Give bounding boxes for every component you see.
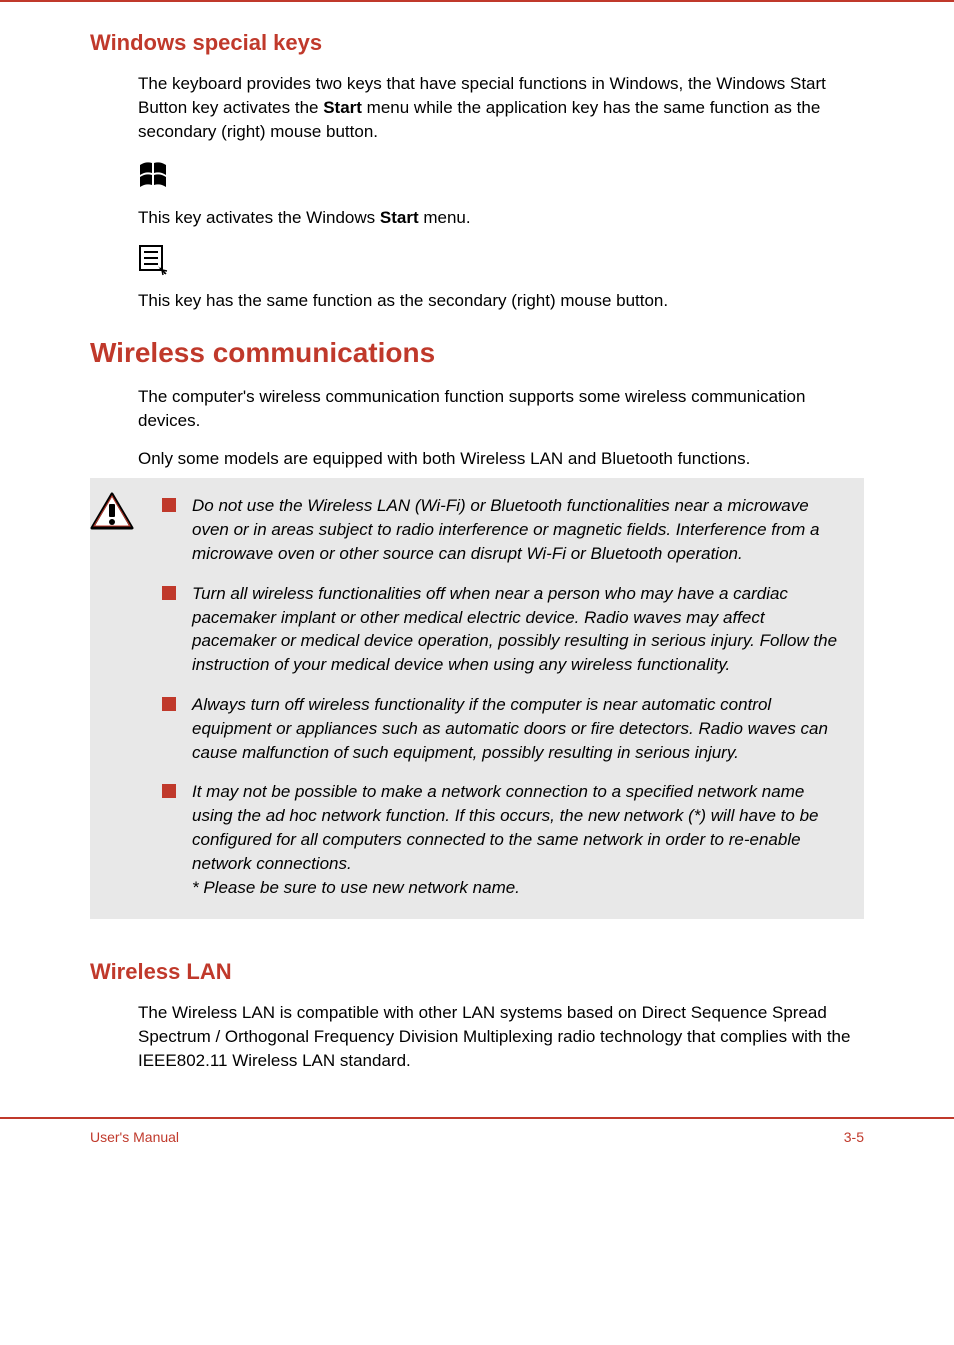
warning-item: Do not use the Wireless LAN (Wi-Fi) or B… [162,494,844,565]
menu-key-icon [138,244,864,281]
windows-logo-icon [138,157,864,198]
warning-text: It may not be possible to make a network… [192,780,844,899]
footer-left: User's Manual [90,1129,179,1145]
warning-item: It may not be possible to make a network… [162,780,844,899]
page-footer: User's Manual 3-5 [0,1117,954,1165]
text-fragment: This key activates the Windows [138,208,380,227]
wireless-lan-heading: Wireless LAN [90,959,864,985]
wireless-intro-1: The computer's wireless communication fu… [138,385,864,433]
windows-keys-intro: The keyboard provides two keys that have… [138,72,864,143]
warning-item: Always turn off wireless functionality i… [162,693,844,764]
warning-item: Turn all wireless functionalities off wh… [162,582,844,677]
warning-triangle-icon [90,492,134,537]
page-content: Windows special keys The keyboard provid… [0,0,954,1117]
warning-callout: Do not use the Wireless LAN (Wi-Fi) or B… [90,478,864,919]
warning-text: Turn all wireless functionalities off wh… [192,582,844,677]
warning-text: Do not use the Wireless LAN (Wi-Fi) or B… [192,494,844,565]
footer-right: 3-5 [844,1129,864,1145]
text-bold: Start [323,98,362,117]
wireless-comm-heading: Wireless communications [90,337,864,369]
windows-keys-heading: Windows special keys [90,30,864,56]
bullet-icon [162,498,176,512]
windows-key-desc: This key activates the Windows Start men… [138,206,864,230]
bullet-icon [162,784,176,798]
wireless-intro-2: Only some models are equipped with both … [138,447,864,471]
text-bold: Start [380,208,419,227]
bullet-icon [162,697,176,711]
bullet-icon [162,586,176,600]
menu-key-desc: This key has the same function as the se… [138,289,864,313]
wireless-lan-desc: The Wireless LAN is compatible with othe… [138,1001,864,1072]
warning-text: Always turn off wireless functionality i… [192,693,844,764]
text-fragment: menu. [419,208,471,227]
